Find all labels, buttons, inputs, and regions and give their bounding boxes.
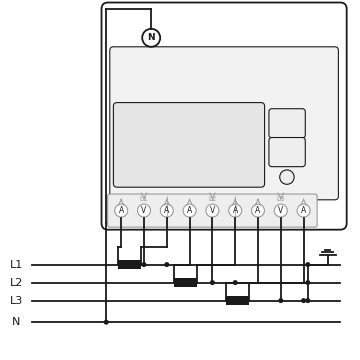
Circle shape <box>164 262 169 267</box>
Text: V: V <box>210 206 215 215</box>
Circle shape <box>138 204 150 217</box>
Bar <box>118 260 141 269</box>
FancyBboxPatch shape <box>269 109 305 138</box>
Text: N: N <box>12 317 21 327</box>
Text: V: V <box>141 206 147 215</box>
Circle shape <box>115 204 128 217</box>
Circle shape <box>305 262 310 267</box>
FancyBboxPatch shape <box>102 3 347 230</box>
Text: L2: L2 <box>9 278 23 288</box>
Circle shape <box>141 262 147 267</box>
Circle shape <box>229 204 242 217</box>
FancyBboxPatch shape <box>269 138 305 167</box>
Circle shape <box>274 204 287 217</box>
Text: L3: L3 <box>10 296 23 306</box>
Text: N: N <box>147 33 155 42</box>
Circle shape <box>280 170 294 184</box>
Circle shape <box>142 29 160 47</box>
FancyBboxPatch shape <box>110 47 338 200</box>
Circle shape <box>206 204 219 217</box>
Text: L2: L2 <box>208 196 216 202</box>
Bar <box>174 278 197 287</box>
Circle shape <box>252 204 265 217</box>
Circle shape <box>278 298 283 303</box>
Circle shape <box>183 204 196 217</box>
Circle shape <box>305 298 310 303</box>
Text: A: A <box>233 206 238 215</box>
Text: A: A <box>301 206 306 215</box>
Circle shape <box>233 280 238 285</box>
Text: V: V <box>278 206 283 215</box>
Text: L1: L1 <box>10 260 23 270</box>
Text: A: A <box>187 206 192 215</box>
Text: A: A <box>164 206 170 215</box>
Text: A: A <box>255 206 261 215</box>
FancyBboxPatch shape <box>113 103 265 187</box>
Circle shape <box>297 204 310 217</box>
Bar <box>226 296 249 305</box>
FancyBboxPatch shape <box>108 194 317 227</box>
Text: L1: L1 <box>140 196 148 202</box>
Text: A: A <box>118 206 124 215</box>
Circle shape <box>305 280 310 285</box>
Circle shape <box>301 298 306 303</box>
Circle shape <box>104 320 109 325</box>
Text: L3: L3 <box>276 196 285 202</box>
Circle shape <box>160 204 173 217</box>
Circle shape <box>210 280 215 285</box>
